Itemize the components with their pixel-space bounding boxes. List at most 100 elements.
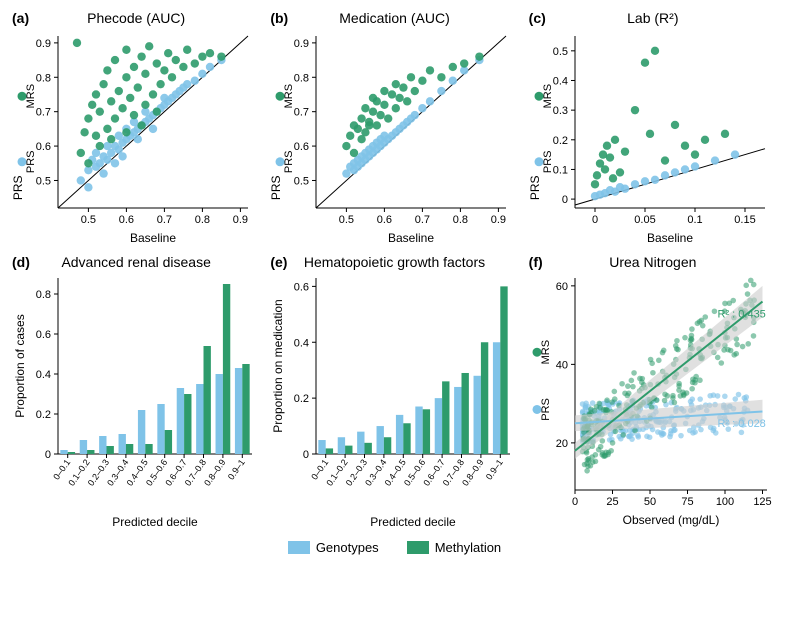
panel-f-title: Urea Nitrogen (527, 254, 779, 270)
svg-text:MRS: MRS (540, 340, 552, 364)
svg-text:PRS: PRS (25, 150, 37, 173)
svg-text:PRS: PRS (11, 175, 25, 200)
legend-label-prs: Genotypes (316, 540, 379, 555)
svg-text:Proportion on medication: Proportion on medication (271, 299, 285, 432)
svg-text:R² : 0.028: R² : 0.028 (717, 418, 765, 430)
panel-a-title: Phecode (AUC) (10, 10, 262, 26)
svg-text:50: 50 (644, 496, 656, 508)
svg-text:0.6: 0.6 (36, 141, 51, 153)
svg-text:0.2: 0.2 (36, 409, 51, 421)
svg-text:0: 0 (562, 194, 568, 206)
svg-text:0: 0 (303, 449, 309, 461)
chart-e: 00.20.40.60–0.10.1–0.20.2–0.30.3–0.40.4–… (268, 272, 518, 532)
chart-a: 0.5 0.6 0.7 0.8 0.9 0.5 0.6 0.7 0.8 0.9 Baseline PR… (10, 28, 260, 248)
panel-grid: (a) Phecode (AUC) 0.50.60.70.80.90.50.60… (10, 10, 779, 532)
svg-text:Baseline: Baseline (130, 231, 176, 245)
svg-text:0.5: 0.5 (339, 214, 354, 226)
svg-text:R² : 0.435: R² : 0.435 (717, 308, 765, 320)
svg-text:PRS: PRS (542, 150, 554, 173)
svg-text:0.8: 0.8 (294, 72, 309, 84)
svg-text:0.2: 0.2 (552, 135, 567, 147)
panel-c-label: (c) (529, 10, 546, 26)
panel-d: (d) Advanced renal disease 0 0.2 0.4 0.6 0.8… (10, 254, 262, 532)
svg-text:MRS: MRS (542, 84, 554, 108)
svg-text:MRS: MRS (25, 84, 37, 108)
legend-swatch-mrs (407, 541, 429, 554)
panel-d-title: Advanced renal disease (10, 254, 262, 270)
svg-text:0.9–1: 0.9–1 (226, 457, 247, 481)
chart-f: 0255075100125204060Observed (mg/dL)MRSPR… (527, 272, 777, 532)
svg-text:0.8: 0.8 (453, 214, 468, 226)
svg-text:0.7: 0.7 (157, 214, 172, 226)
svg-text:Baseline: Baseline (388, 231, 434, 245)
legend-methylation: Methylation (407, 540, 501, 555)
panel-c-title: Lab (R²) (527, 10, 779, 26)
svg-text:PRS: PRS (269, 175, 283, 200)
svg-text:0.9: 0.9 (294, 38, 309, 50)
svg-text:0.8: 0.8 (36, 72, 51, 84)
chart-c: 00.050.10.1500.10.20.30.40.5BaselinePRSM… (527, 28, 777, 248)
panel-b-title: Medication (AUC) (268, 10, 520, 26)
svg-text:0.5: 0.5 (552, 46, 567, 58)
legend-swatch-prs (288, 541, 310, 554)
svg-text:0: 0 (592, 214, 598, 226)
svg-text:Predicted decile: Predicted decile (371, 515, 457, 529)
svg-text:0.9–1: 0.9–1 (484, 457, 505, 481)
legend-genotypes: Genotypes (288, 540, 379, 555)
svg-text:20: 20 (555, 438, 567, 450)
svg-text:0.7: 0.7 (415, 214, 430, 226)
panel-f-label: (f) (529, 254, 543, 270)
panel-b: (b) Medication (AUC) 0.5 0.6 0.7 0.8 0.9 0.5 0… (268, 10, 520, 248)
panel-d-label: (d) (12, 254, 30, 270)
svg-text:0.4: 0.4 (294, 337, 309, 349)
svg-text:Proportion of cases: Proportion of cases (13, 314, 27, 417)
svg-text:0: 0 (45, 449, 51, 461)
svg-text:MRS: MRS (283, 84, 295, 108)
svg-text:100: 100 (715, 496, 733, 508)
svg-text:0.5: 0.5 (36, 175, 51, 187)
svg-text:0.5: 0.5 (81, 214, 96, 226)
svg-text:0.1: 0.1 (687, 214, 702, 226)
svg-text:0.4: 0.4 (36, 369, 51, 381)
svg-text:25: 25 (606, 496, 618, 508)
svg-text:Observed (mg/dL): Observed (mg/dL) (622, 513, 719, 527)
chart-d: 00.20.40.60.80–0.10.1–0.20.2–0.30.3–0.40… (10, 272, 260, 532)
svg-text:0.2: 0.2 (294, 393, 309, 405)
svg-text:Predicted decile: Predicted decile (112, 515, 198, 529)
panel-e: (e) Hematopoietic growth factors 0 0.2 0.4… (268, 254, 520, 532)
svg-text:PRS: PRS (528, 175, 542, 200)
svg-text:0.7: 0.7 (36, 107, 51, 119)
svg-text:0.9: 0.9 (36, 38, 51, 50)
legend-label-mrs: Methylation (435, 540, 501, 555)
svg-text:0.6: 0.6 (377, 214, 392, 226)
svg-text:75: 75 (681, 496, 693, 508)
svg-text:0.6: 0.6 (294, 281, 309, 293)
svg-text:0.3: 0.3 (552, 105, 567, 117)
panel-f: (f) Urea Nitrogen 0 25 50 75 100 125 20 40 60 Obs… (527, 254, 779, 532)
panel-a: (a) Phecode (AUC) 0.50.60.70.80.90.50.60… (10, 10, 262, 248)
panel-e-label: (e) (270, 254, 287, 270)
panel-a-label: (a) (12, 10, 29, 26)
svg-text:0.6: 0.6 (36, 329, 51, 341)
svg-text:0.7: 0.7 (294, 107, 309, 119)
panel-b-label: (b) (270, 10, 288, 26)
svg-text:0: 0 (572, 496, 578, 508)
svg-text:0.9: 0.9 (233, 214, 248, 226)
svg-text:0.8: 0.8 (195, 214, 210, 226)
chart-b: 0.50.60.70.80.90.50.60.70.80.9BaselinePR… (268, 28, 518, 248)
svg-text:0.6: 0.6 (294, 141, 309, 153)
svg-text:0.15: 0.15 (734, 214, 755, 226)
panel-e-title: Hematopoietic growth factors (268, 254, 520, 270)
figure-legend: Genotypes Methylation (10, 540, 779, 555)
svg-text:Baseline: Baseline (647, 231, 693, 245)
svg-text:125: 125 (753, 496, 771, 508)
svg-text:0.1: 0.1 (552, 164, 567, 176)
panel-c: (c) Lab (R²) 00.050.10.1500.10.20.30.40.… (527, 10, 779, 248)
svg-text:60: 60 (555, 281, 567, 293)
svg-text:0.6: 0.6 (119, 214, 134, 226)
svg-text:0.4: 0.4 (552, 75, 567, 87)
svg-text:PRS: PRS (283, 150, 295, 173)
svg-text:0.5: 0.5 (294, 175, 309, 187)
svg-text:0.8: 0.8 (36, 289, 51, 301)
svg-text:40: 40 (555, 359, 567, 371)
